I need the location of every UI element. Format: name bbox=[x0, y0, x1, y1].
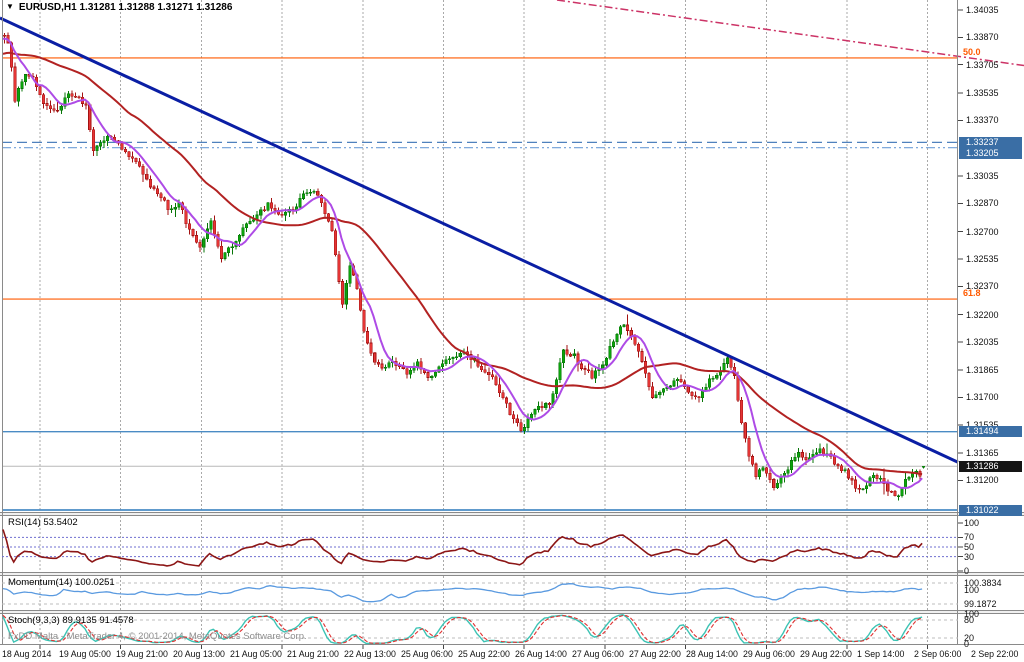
chart-title: EURUSD,H1 1.31281 1.31288 1.31271 1.3128… bbox=[18, 2, 233, 13]
time-axis-label: 29 Aug 22:00 bbox=[800, 649, 852, 659]
candle-wicks bbox=[3, 32, 924, 501]
price-level-badge: 1.31022 bbox=[959, 504, 1022, 516]
broker-watermark: FxDD Malta - MetaTrader 4, © 2001-2014, … bbox=[8, 631, 307, 642]
time-axis-label: 21 Aug 05:00 bbox=[230, 649, 282, 659]
price-axis-label: 1.31535 bbox=[966, 419, 999, 430]
time-axis-label: 27 Aug 06:00 bbox=[572, 649, 624, 659]
time-axis-label: 1 Sep 14:00 bbox=[857, 649, 905, 659]
time-axis-label: 18 Aug 2014 bbox=[2, 649, 52, 659]
time-axis-label: 19 Aug 05:00 bbox=[59, 649, 111, 659]
price-axis-label: 1.32700 bbox=[966, 226, 999, 237]
time-axis-label: 29 Aug 06:00 bbox=[743, 649, 795, 659]
rsi-line bbox=[2, 529, 923, 567]
price-axis-label: 1.33370 bbox=[966, 115, 999, 126]
fibo-level-label: 50.0 bbox=[963, 46, 981, 57]
symbol-dropdown-icon[interactable]: ▼ bbox=[6, 2, 14, 11]
price-axis-label: 1.33705 bbox=[966, 59, 999, 70]
price-level-badge: 1.31494 bbox=[959, 426, 1022, 438]
price-axis-label: 1.32200 bbox=[966, 309, 999, 320]
stoch-axis-label: 100 bbox=[964, 609, 980, 619]
price-axis-label: 1.32035 bbox=[966, 336, 999, 347]
time-axis-label: 20 Aug 13:00 bbox=[173, 649, 225, 659]
time-axis-label: 2 Sep 06:00 bbox=[914, 649, 962, 659]
price-axis-label: 1.34035 bbox=[966, 4, 999, 15]
price-axis-label: 1.32535 bbox=[966, 253, 999, 264]
fibo-level-label: 61.8 bbox=[963, 288, 981, 299]
stoch-d-line bbox=[2, 614, 923, 644]
ma-slow-line[interactable] bbox=[2, 51, 923, 475]
chart-title-bar: ▼ EURUSD,H1 1.31281 1.31288 1.31271 1.312… bbox=[6, 2, 232, 13]
current-price-badge: 1.31286 bbox=[959, 460, 1022, 472]
pane-divider[interactable] bbox=[0, 611, 1024, 613]
time-axis-label: 28 Aug 14:00 bbox=[686, 649, 738, 659]
rsi-indicator-label: RSI(14) 53.5402 bbox=[8, 517, 78, 528]
ma-fast-line[interactable] bbox=[2, 37, 923, 489]
rsi-axis-label: 70 bbox=[964, 532, 975, 543]
price-axis-label: 1.31700 bbox=[966, 392, 999, 403]
rsi-axis-label: 0 bbox=[964, 566, 970, 576]
axis-tick-marks bbox=[39, 9, 963, 649]
price-axis-label: 1.31865 bbox=[966, 365, 999, 376]
price-axis-label: 1.31200 bbox=[966, 475, 999, 486]
price-axis-label: 1.32370 bbox=[966, 281, 999, 292]
candle-bodies bbox=[2, 34, 925, 497]
price-axis-label: 1.33535 bbox=[966, 87, 999, 98]
stoch-axis-label: 20 bbox=[964, 633, 975, 643]
time-axis-label: 25 Aug 06:00 bbox=[401, 649, 453, 659]
downtrend-trendline[interactable] bbox=[0, 16, 959, 464]
pane-divider[interactable] bbox=[0, 573, 1024, 575]
time-axis-label: 19 Aug 21:00 bbox=[116, 649, 168, 659]
momentum-axis-label: 99.1872 bbox=[964, 599, 997, 609]
time-axis-label: 26 Aug 14:00 bbox=[515, 649, 567, 659]
time-axis-label: 22 Aug 13:00 bbox=[344, 649, 396, 659]
time-axis-label: 27 Aug 22:00 bbox=[629, 649, 681, 659]
rsi-axis-label: 50 bbox=[964, 542, 975, 552]
stoch-axis-label: 80 bbox=[964, 615, 975, 625]
price-level-badge: 1.33205 bbox=[959, 147, 1022, 159]
time-axis-label: 25 Aug 22:00 bbox=[458, 649, 510, 659]
price-axis-label: 1.31365 bbox=[966, 448, 999, 459]
descending-dashdot-line[interactable] bbox=[556, 0, 1024, 67]
price-axis-label: 1.32870 bbox=[966, 198, 999, 209]
stochastic-indicator-label: Stoch(9,3,3) 89.9135 91.4578 bbox=[8, 615, 134, 626]
price-axis-label: 1.33035 bbox=[966, 170, 999, 181]
rsi-axis-label: 30 bbox=[964, 551, 975, 562]
price-axis-label: 1.33870 bbox=[966, 32, 999, 43]
pane-divider[interactable] bbox=[0, 513, 1024, 515]
time-axis-label: 21 Aug 21:00 bbox=[287, 649, 339, 659]
price-level-badge: 1.33237 bbox=[959, 136, 1022, 148]
momentum-indicator-label: Momentum(14) 100.0251 bbox=[8, 577, 115, 588]
momentum-line bbox=[2, 583, 923, 603]
rsi-axis-label: 100 bbox=[964, 518, 980, 528]
momentum-axis-label: 100.3834 bbox=[964, 578, 1002, 588]
time-axis-label: 2 Sep 22:00 bbox=[971, 649, 1019, 659]
momentum-axis-label: 100 bbox=[964, 584, 980, 595]
stoch-axis-label: 0 bbox=[964, 639, 970, 649]
